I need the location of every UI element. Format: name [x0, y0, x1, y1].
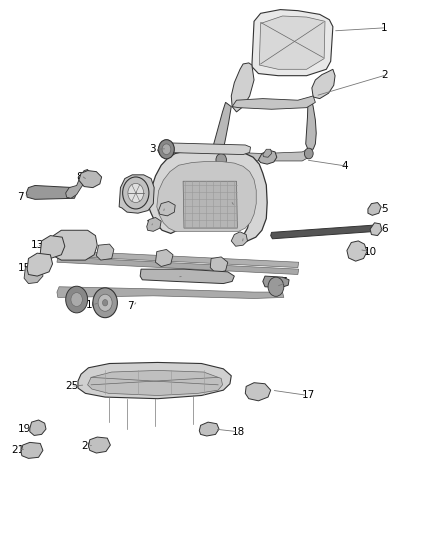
- Polygon shape: [306, 97, 316, 149]
- Polygon shape: [147, 217, 161, 231]
- Polygon shape: [24, 264, 43, 284]
- Text: 14: 14: [171, 272, 184, 282]
- Polygon shape: [212, 102, 231, 160]
- Text: 21: 21: [11, 446, 24, 455]
- Polygon shape: [157, 161, 256, 231]
- Circle shape: [304, 148, 313, 159]
- Text: 7: 7: [127, 302, 134, 311]
- Text: 16: 16: [85, 300, 99, 310]
- Polygon shape: [40, 236, 65, 259]
- Text: 8: 8: [77, 172, 83, 182]
- Polygon shape: [312, 69, 335, 99]
- Text: 7: 7: [18, 192, 24, 202]
- Polygon shape: [231, 232, 247, 246]
- Polygon shape: [30, 420, 46, 435]
- Polygon shape: [88, 370, 223, 395]
- Polygon shape: [183, 181, 237, 228]
- Text: 4: 4: [342, 161, 348, 171]
- Polygon shape: [21, 442, 43, 458]
- Text: 5: 5: [237, 236, 243, 246]
- Polygon shape: [258, 150, 277, 164]
- Circle shape: [216, 154, 226, 166]
- Polygon shape: [52, 230, 97, 260]
- Text: 18: 18: [232, 427, 245, 437]
- Polygon shape: [347, 241, 367, 261]
- Polygon shape: [245, 383, 271, 401]
- Text: 23: 23: [229, 202, 242, 212]
- Polygon shape: [78, 362, 231, 399]
- Text: 5: 5: [381, 205, 388, 214]
- Circle shape: [102, 300, 108, 306]
- Polygon shape: [368, 203, 381, 215]
- Polygon shape: [27, 253, 53, 276]
- Circle shape: [162, 144, 171, 155]
- Text: 9: 9: [129, 191, 136, 200]
- Circle shape: [66, 286, 88, 313]
- Text: 12: 12: [146, 220, 159, 230]
- Polygon shape: [140, 269, 234, 284]
- Text: 3: 3: [149, 144, 155, 154]
- Polygon shape: [158, 143, 251, 155]
- Text: 15: 15: [18, 263, 31, 272]
- Polygon shape: [149, 149, 267, 243]
- Polygon shape: [79, 171, 102, 188]
- Polygon shape: [259, 16, 325, 69]
- Polygon shape: [231, 63, 254, 112]
- Text: 7: 7: [280, 278, 287, 287]
- Polygon shape: [271, 225, 378, 239]
- Circle shape: [159, 140, 174, 159]
- Polygon shape: [57, 287, 284, 298]
- Text: 13: 13: [31, 240, 44, 250]
- Polygon shape: [232, 96, 315, 109]
- Polygon shape: [96, 244, 114, 260]
- Circle shape: [128, 183, 144, 203]
- Circle shape: [98, 294, 112, 311]
- Text: 1: 1: [381, 23, 388, 33]
- Circle shape: [93, 288, 117, 318]
- Polygon shape: [159, 201, 175, 216]
- Text: 20: 20: [81, 441, 94, 451]
- Polygon shape: [263, 276, 289, 288]
- Polygon shape: [155, 249, 173, 266]
- Text: 10: 10: [364, 247, 377, 256]
- Polygon shape: [57, 257, 299, 274]
- Polygon shape: [57, 251, 299, 268]
- Circle shape: [71, 293, 82, 306]
- Polygon shape: [263, 149, 272, 157]
- Text: 11: 11: [158, 206, 171, 215]
- Text: 6: 6: [381, 224, 388, 234]
- Polygon shape: [26, 185, 77, 199]
- Polygon shape: [252, 10, 333, 76]
- Polygon shape: [210, 257, 228, 273]
- Text: 19: 19: [18, 424, 31, 434]
- Polygon shape: [370, 223, 382, 236]
- Polygon shape: [212, 149, 309, 161]
- Polygon shape: [119, 175, 154, 213]
- Circle shape: [123, 177, 149, 209]
- Text: 25: 25: [65, 382, 78, 391]
- Polygon shape: [88, 437, 110, 453]
- Polygon shape: [199, 422, 219, 436]
- Text: 2: 2: [381, 70, 388, 79]
- Circle shape: [268, 277, 284, 296]
- Polygon shape: [66, 169, 90, 198]
- Text: 17: 17: [302, 391, 315, 400]
